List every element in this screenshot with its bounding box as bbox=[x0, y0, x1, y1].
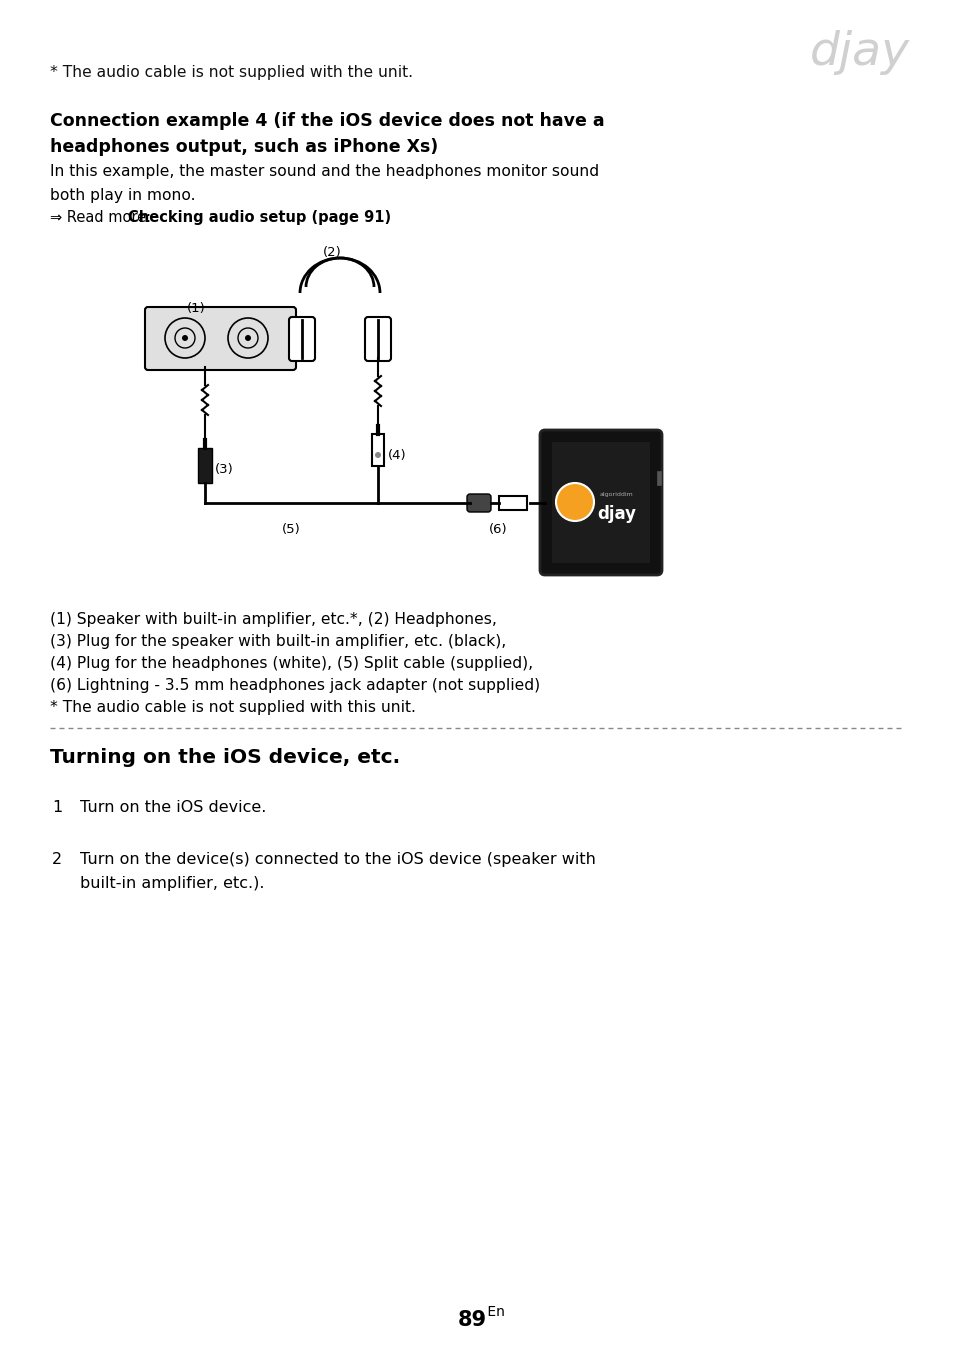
Text: * The audio cable is not supplied with this unit.: * The audio cable is not supplied with t… bbox=[50, 700, 416, 714]
FancyBboxPatch shape bbox=[467, 493, 491, 512]
Text: headphones output, such as iPhone Xs): headphones output, such as iPhone Xs) bbox=[50, 137, 437, 156]
Text: ⇒ Read more:: ⇒ Read more: bbox=[50, 210, 155, 225]
Text: both play in mono.: both play in mono. bbox=[50, 187, 195, 204]
Bar bbox=[657, 470, 660, 485]
Bar bbox=[372, 434, 384, 466]
Text: Turn on the iOS device.: Turn on the iOS device. bbox=[80, 799, 266, 816]
Text: algoriddim: algoriddim bbox=[599, 492, 633, 497]
Circle shape bbox=[375, 452, 380, 458]
Text: (3): (3) bbox=[214, 464, 233, 476]
Text: * The audio cable is not supplied with the unit.: * The audio cable is not supplied with t… bbox=[50, 65, 413, 80]
Circle shape bbox=[182, 336, 188, 341]
Text: (1) Speaker with built-in amplifier, etc.*, (2) Headphones,: (1) Speaker with built-in amplifier, etc… bbox=[50, 612, 497, 627]
Circle shape bbox=[245, 336, 251, 341]
Text: En: En bbox=[482, 1305, 504, 1318]
Text: (1): (1) bbox=[187, 302, 205, 315]
Text: Turning on the iOS device, etc.: Turning on the iOS device, etc. bbox=[50, 748, 399, 767]
Text: djay: djay bbox=[809, 30, 909, 75]
Bar bbox=[552, 442, 649, 563]
Text: Turn on the device(s) connected to the iOS device (speaker with: Turn on the device(s) connected to the i… bbox=[80, 852, 596, 867]
FancyBboxPatch shape bbox=[365, 317, 391, 361]
Text: 1: 1 bbox=[52, 799, 62, 816]
Text: (4): (4) bbox=[388, 449, 406, 461]
Text: (3) Plug for the speaker with built-in amplifier, etc. (black),: (3) Plug for the speaker with built-in a… bbox=[50, 634, 506, 648]
Text: (6): (6) bbox=[488, 523, 507, 537]
Circle shape bbox=[556, 483, 594, 520]
Bar bbox=[198, 448, 212, 483]
Text: (4) Plug for the headphones (white), (5) Split cable (supplied),: (4) Plug for the headphones (white), (5)… bbox=[50, 656, 533, 671]
Text: built-in amplifier, etc.).: built-in amplifier, etc.). bbox=[80, 876, 264, 891]
Text: djay: djay bbox=[597, 506, 636, 523]
Text: Connection example 4 (if the iOS device does not have a: Connection example 4 (if the iOS device … bbox=[50, 112, 604, 129]
FancyBboxPatch shape bbox=[539, 430, 661, 576]
Text: (6) Lightning - 3.5 mm headphones jack adapter (not supplied): (6) Lightning - 3.5 mm headphones jack a… bbox=[50, 678, 539, 693]
Text: 2: 2 bbox=[52, 852, 62, 867]
FancyBboxPatch shape bbox=[289, 317, 314, 361]
Text: (5): (5) bbox=[281, 523, 300, 537]
Text: (2): (2) bbox=[322, 245, 341, 259]
Text: 89: 89 bbox=[457, 1310, 487, 1330]
FancyBboxPatch shape bbox=[145, 307, 295, 369]
Bar bbox=[498, 496, 526, 510]
Text: Checking audio setup (page 91): Checking audio setup (page 91) bbox=[128, 210, 391, 225]
Text: In this example, the master sound and the headphones monitor sound: In this example, the master sound and th… bbox=[50, 164, 598, 179]
